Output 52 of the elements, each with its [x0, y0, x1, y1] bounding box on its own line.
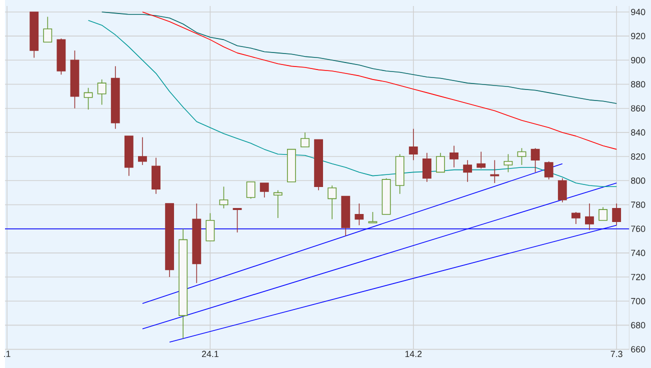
y-tick-label: 800: [631, 177, 646, 184]
candlestick: [517, 148, 526, 166]
y-tick-label: 940: [631, 8, 646, 16]
line-series: [142, 12, 617, 150]
candlestick: [43, 16, 52, 42]
candlestick: [408, 128, 418, 160]
x-tick-label: .1: [4, 350, 10, 357]
y-tick-label: 840: [631, 129, 646, 136]
candlestick: [152, 157, 160, 194]
candlestick: [273, 190, 282, 218]
y-tick-label: 740: [631, 250, 646, 256]
y-tick-label: 720: [631, 274, 646, 280]
y-tick-label: 860: [631, 105, 646, 112]
candlestick: [612, 203, 622, 226]
candlestick: [436, 152, 445, 173]
x-tick-label: 14.2: [405, 350, 422, 357]
candlestick: [490, 160, 500, 184]
candlestick: [328, 184, 337, 220]
y-tick-label: 780: [631, 202, 646, 208]
candlestick: [138, 136, 147, 166]
candlestick: [571, 211, 580, 224]
candlestick: [354, 203, 364, 226]
candlestick: [260, 182, 269, 198]
candlestick: [300, 132, 310, 148]
candlestick: [463, 160, 472, 182]
line-series: [101, 12, 617, 104]
candlestick: [368, 211, 378, 224]
y-tick-label: 660: [631, 346, 646, 352]
candlestick: [219, 186, 228, 209]
candlestick: [206, 212, 215, 242]
candlestick: [585, 203, 594, 230]
y-tick-label: 880: [631, 81, 646, 88]
candlestick: [504, 154, 513, 173]
y-tick-label: 920: [631, 32, 646, 40]
candlestick: [450, 145, 458, 168]
y-tick-label: 900: [631, 56, 646, 64]
candlestick: [476, 151, 486, 169]
candlestick: [97, 78, 106, 106]
y-tick-label: 760: [631, 226, 646, 232]
y-tick-label: 700: [631, 298, 646, 304]
y-tick-label: 680: [631, 322, 646, 328]
y-tick-label: 820: [631, 153, 646, 160]
candlestick: [530, 148, 540, 173]
x-tick-label: 24.1: [202, 350, 218, 357]
x-tick-label: 7.3: [610, 350, 622, 358]
candlestick: [598, 206, 608, 221]
candlestick: [246, 181, 256, 200]
candlestick: [558, 178, 567, 203]
candlestick: [422, 152, 432, 182]
candlestick: [544, 160, 554, 180]
candlestick: [232, 208, 242, 233]
candlestick: [84, 87, 93, 110]
